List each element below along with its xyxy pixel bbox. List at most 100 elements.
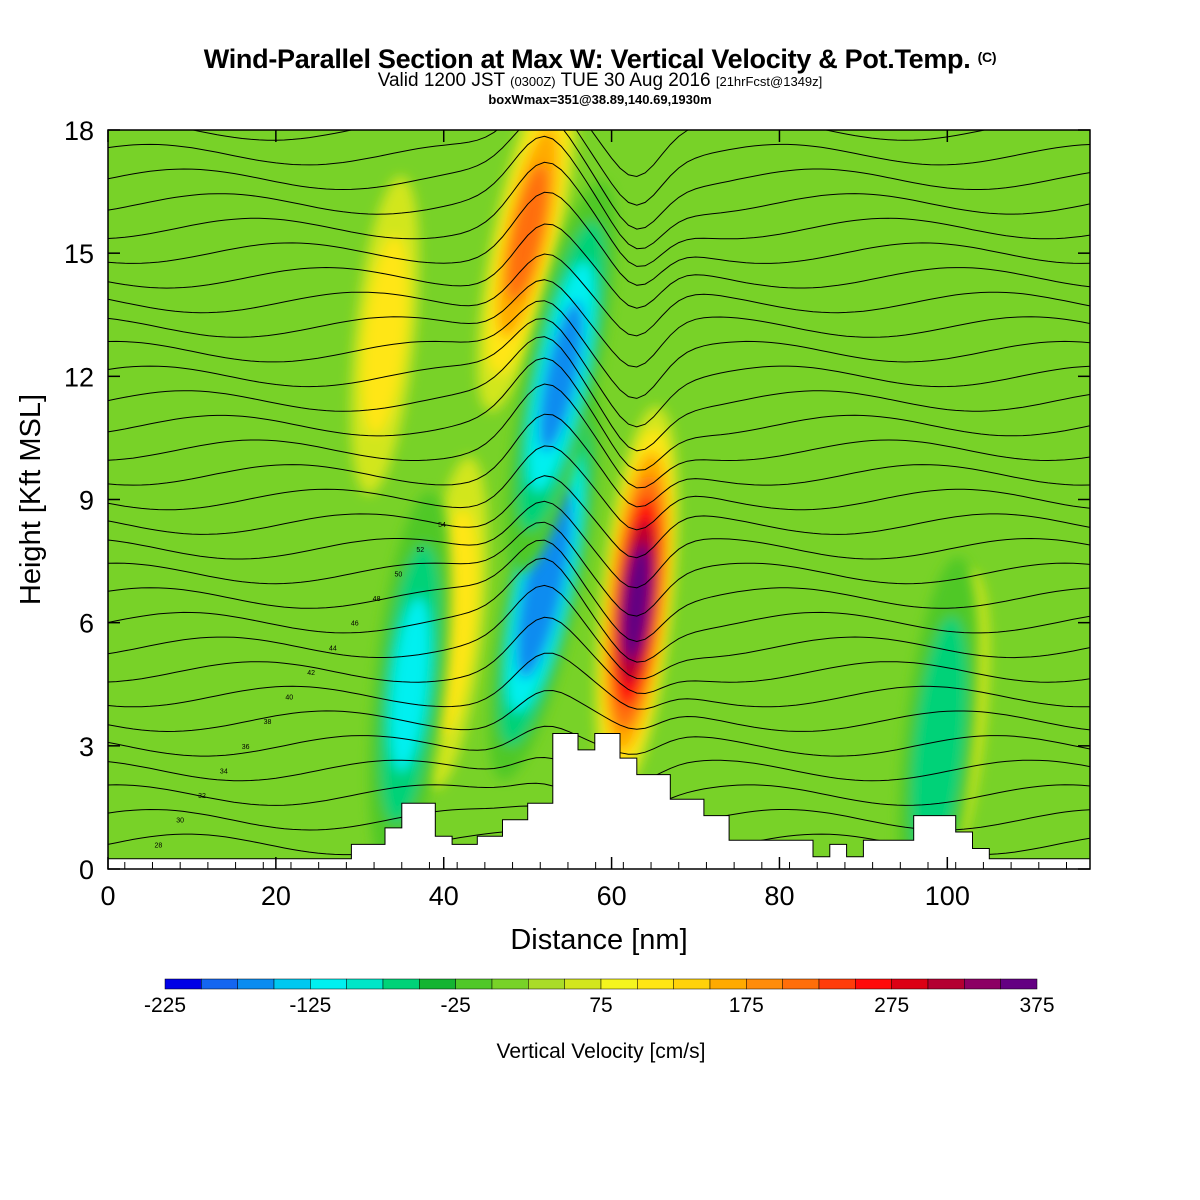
colorbar-swatch [310, 978, 347, 990]
colorbar-swatch [237, 978, 275, 990]
colorbar-swatch [346, 978, 384, 990]
colorbar-swatch [273, 978, 311, 990]
velocity-contour [362, 235, 408, 435]
theta-contour-line [108, 652, 1090, 710]
colorbar-label: Vertical Velocity [cm/s] [497, 1040, 706, 1063]
colorbar-swatch [637, 978, 674, 990]
colorbar-tick-label: 275 [874, 994, 909, 1017]
theta-contour-label: 46 [351, 621, 359, 628]
colorbar-swatch [201, 978, 238, 990]
colorbar-tick-label: 75 [589, 994, 612, 1017]
colorbar-tick-label: -25 [440, 994, 470, 1017]
y-axis-label: Height [Kft MSL] [15, 394, 47, 605]
colorbar-swatch [709, 978, 747, 990]
chart-title-text: Wind-Parallel Section at Max W: Vertical… [203, 44, 971, 74]
y-tick-label: 6 [79, 609, 94, 639]
valid-main: Valid 1200 JST [377, 70, 505, 91]
colorbar-swatch [491, 978, 529, 990]
y-tick-label: 3 [79, 732, 94, 762]
theta-contour-line [108, 130, 1090, 230]
velocity-contour [910, 616, 968, 869]
valid-time: Valid 1200 JST (0300Z) TUE 30 Aug 2016 [… [0, 70, 1200, 92]
velocity-contour [622, 543, 652, 661]
theta-contour-line [108, 336, 1090, 452]
box-info: boxWmax=351@38.89,140.69,1930m [488, 92, 712, 107]
theta-contour-line [108, 279, 1090, 368]
theta-contour-label: 32 [198, 793, 206, 800]
theta-contour-label: 50 [395, 571, 403, 578]
theta-contour-line [108, 318, 1090, 428]
theta-contour-line [108, 521, 1090, 617]
theta-contour-label: 44 [329, 645, 337, 652]
colorbar-swatch [382, 978, 420, 990]
theta-contour-label: 54 [438, 522, 446, 529]
velocity-feature-6 [350, 176, 420, 495]
theta-contour-line [108, 253, 1090, 337]
theta-contour-line [108, 413, 1090, 508]
theta-contour-label: 52 [416, 547, 424, 554]
theta-contour-label: 30 [176, 818, 184, 825]
x-axis-label: Distance [nm] [510, 924, 687, 956]
terrain-mask [107, 733, 1091, 870]
theta-contour-line [108, 616, 1090, 695]
colorbar-swatch [455, 978, 493, 990]
colorbar-tick-label: -125 [289, 994, 331, 1017]
theta-contour-line [108, 475, 1090, 559]
theta-contour-line [108, 161, 1090, 267]
y-tick-label: 12 [64, 362, 94, 392]
theta-contour-line [108, 557, 1090, 663]
theta-contour-line [108, 191, 1090, 286]
velocity-contour [506, 164, 549, 302]
colorbar-swatch [855, 978, 892, 990]
colorbar-swatch [746, 978, 783, 990]
colorbar-tick-label: -225 [144, 994, 186, 1017]
colorbar-swatch [1000, 978, 1038, 990]
x-tick-label: 80 [764, 881, 794, 911]
theta-contour-line [108, 445, 1090, 531]
y-tick-label: 0 [79, 855, 94, 885]
theta-contour-line [108, 539, 1090, 643]
colorbar-swatch [927, 978, 965, 990]
theta-contour-line [108, 584, 1090, 680]
y-tick-label: 18 [64, 116, 94, 146]
theta-contour-line [108, 500, 1090, 589]
colorbar-swatch [818, 978, 856, 990]
colorbar-swatch [528, 978, 565, 990]
theta-contour-line [108, 689, 1090, 733]
colorbar-tick-label: 175 [729, 994, 764, 1017]
velocity-feature-1 [488, 383, 601, 781]
colorbar-swatch [419, 978, 456, 990]
colorbar-swatch [564, 978, 602, 990]
velocity-feature-5 [369, 491, 451, 869]
valid-zulu: (0300Z) [510, 74, 556, 89]
y-tick-label: 9 [79, 486, 94, 516]
colorbar-swatch [164, 978, 202, 990]
theta-contour-label: 48 [373, 596, 381, 603]
theta-contour-label: 28 [154, 842, 162, 849]
theta-contour-label: 36 [242, 744, 250, 751]
chart-title: Wind-Parallel Section at Max W: Vertical… [0, 44, 1200, 75]
colorbar-swatch [600, 978, 638, 990]
theta-contour-label: 38 [264, 719, 272, 726]
velocity-contour [538, 301, 584, 452]
x-tick-label: 60 [597, 881, 627, 911]
colorbar-tick-label: 375 [1019, 994, 1054, 1017]
velocity-contour [516, 484, 573, 679]
colorbar-swatch [782, 978, 820, 990]
forecast-info: [21hrFcst@1349z] [715, 74, 823, 89]
valid-date: TUE 30 Aug 2016 [560, 70, 711, 91]
velocity-feature-3 [506, 181, 617, 572]
y-tick-label: 15 [64, 239, 94, 269]
copyright-tag: (C) [977, 49, 997, 65]
colorbar-swatch [964, 978, 1001, 990]
theta-contour-line [108, 135, 1090, 250]
colorbar-swatch [891, 978, 929, 990]
x-tick-label: 40 [429, 881, 459, 911]
x-tick-label: 0 [100, 881, 115, 911]
theta-contour-line [108, 300, 1090, 399]
velocity-feature-0 [595, 406, 679, 799]
colorbar-swatch [673, 978, 711, 990]
theta-contour-line [190, 130, 987, 178]
theta-contour-line [108, 223, 1090, 309]
